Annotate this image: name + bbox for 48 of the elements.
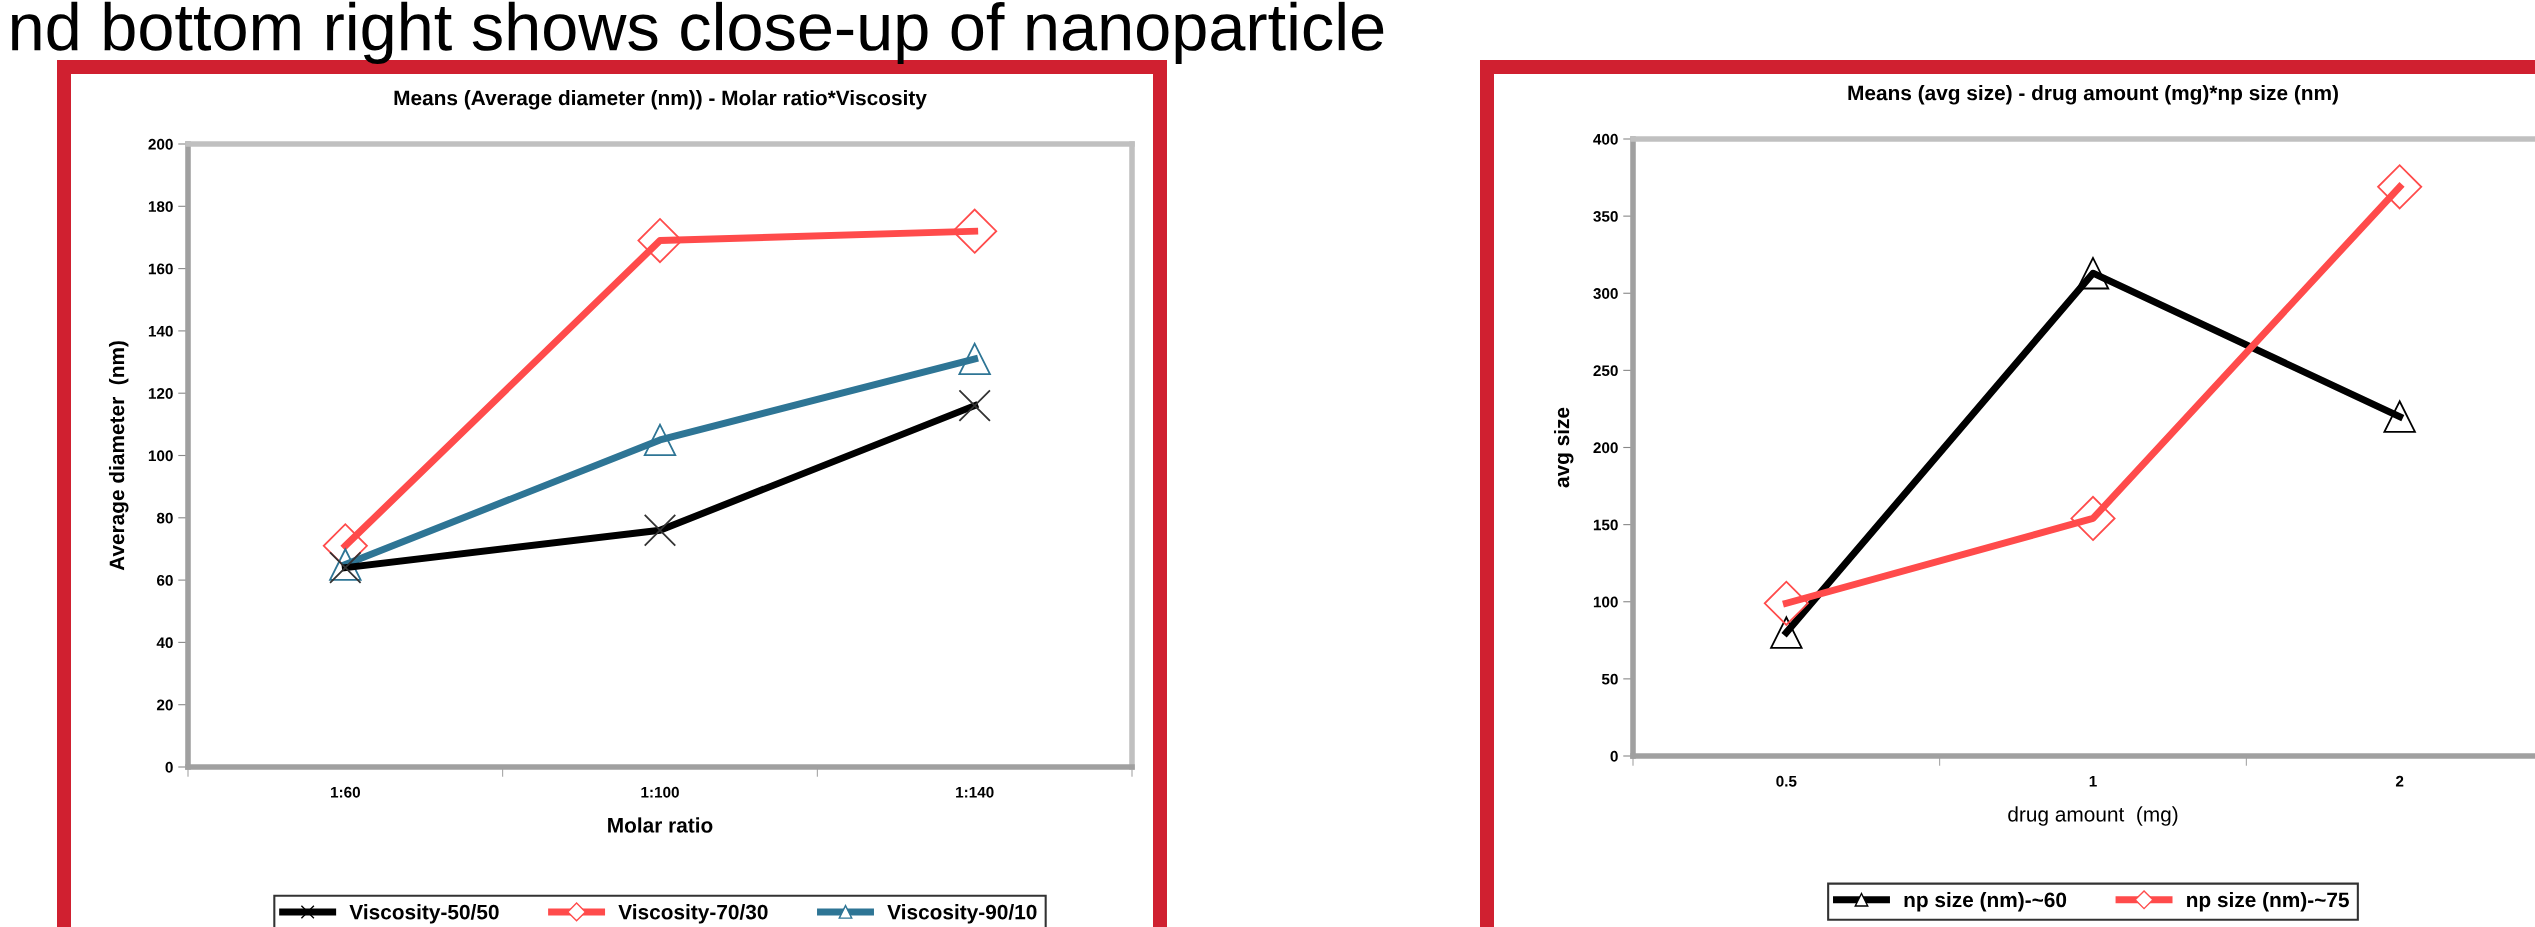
y-tick-label: 400 (1593, 133, 1618, 145)
legend-label: Viscosity-90/10 (887, 904, 1037, 924)
point (1763, 580, 1809, 626)
y-axis-title: Average diameter (nm) (108, 341, 129, 571)
y-tick-label: 350 (1593, 210, 1618, 222)
y-axis-title: avg size (1553, 407, 1574, 488)
point (2070, 495, 2116, 541)
y-tick-label: 180 (148, 201, 173, 212)
legend-label: Viscosity-50/50 (349, 904, 499, 924)
x-tick-label: 1 (2089, 776, 2097, 787)
point (2076, 257, 2110, 290)
y-tick-label: 20 (156, 699, 173, 711)
y-tick-label: 300 (1593, 288, 1618, 299)
y-tick-label: 100 (1593, 596, 1618, 608)
y-tick-label: 50 (1601, 673, 1618, 685)
x-tick-label: 2 (2395, 775, 2404, 787)
point (637, 218, 683, 264)
x-tick-label: 1:140 (956, 786, 994, 798)
y-tick-label: 150 (1593, 519, 1618, 531)
legend-label: Viscosity-70/30 (618, 904, 768, 924)
y-tick-label: 200 (1593, 442, 1618, 454)
point (2383, 400, 2416, 433)
y-tick-label: 80 (156, 512, 173, 524)
point (2377, 164, 2423, 210)
chart-title: Means (avg size) - drug amount (mg)*np size (nm) (1848, 85, 2338, 105)
legend-label: np size (nm)-~60 (1904, 891, 2067, 912)
x-tick-label: 0.5 (1776, 775, 1797, 787)
y-tick-label: 40 (156, 637, 173, 649)
y-tick-label: 0 (1610, 750, 1618, 762)
point (952, 208, 998, 254)
x-tick-label: 1:100 (641, 786, 679, 798)
y-tick-label: 250 (1593, 365, 1618, 377)
point (643, 423, 677, 457)
y-tick-label: 160 (148, 263, 173, 275)
point (1770, 616, 1803, 649)
y-tick-label: 200 (148, 138, 173, 150)
y-tick-label: 100 (148, 450, 173, 462)
chart-title: Means (Average diameter (nm)) - Molar ratio*Viscosity (394, 90, 927, 110)
x-tick-label: 1:60 (331, 786, 360, 798)
x-axis-title: Molar ratio (608, 817, 713, 833)
y-tick-label: 0 (165, 761, 173, 773)
point (958, 342, 991, 376)
x-axis-title: drug amount (mg) (2008, 806, 2178, 826)
legend-label: np size (nm)-~75 (2187, 891, 2349, 912)
text: nd bottom right shows close-up of nanoparticle (12, 1, 1384, 64)
y-tick-label: 60 (156, 574, 173, 586)
y-tick-label: 140 (148, 325, 173, 337)
y-tick-label: 120 (148, 388, 173, 399)
